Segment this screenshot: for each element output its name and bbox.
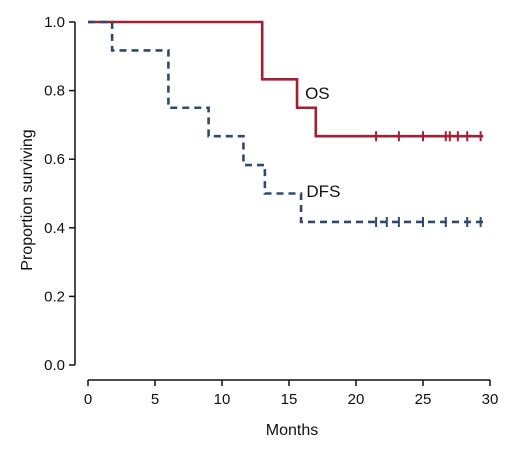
y-tick-label: 0.2 bbox=[44, 288, 65, 305]
series-os bbox=[88, 20, 484, 142]
x-tick-label: 10 bbox=[214, 391, 231, 408]
y-tick-label: 0.8 bbox=[44, 83, 65, 100]
series-layer bbox=[88, 20, 484, 227]
x-tick-label: 15 bbox=[281, 391, 298, 408]
y-tick-label: 0.6 bbox=[44, 151, 65, 168]
x-axis-title: Months bbox=[266, 422, 318, 439]
y-tick-label: 0.0 bbox=[44, 357, 65, 374]
series-label-dfs: DFS bbox=[306, 182, 340, 201]
x-tick-label: 20 bbox=[348, 391, 365, 408]
y-tick-label: 1.0 bbox=[44, 14, 65, 31]
x-tick-label: 25 bbox=[415, 391, 432, 408]
y-tick-label: 0.4 bbox=[44, 220, 65, 237]
series-label-os: OS bbox=[305, 84, 330, 103]
labels-layer: OS DFS bbox=[305, 84, 340, 201]
x-tick-label: 30 bbox=[482, 391, 499, 408]
x-tick-label: 0 bbox=[84, 391, 92, 408]
series-line-os bbox=[88, 20, 484, 138]
y-axis-title: Proportion surviving bbox=[19, 129, 36, 270]
x-tick-label: 5 bbox=[151, 391, 159, 408]
series-dfs bbox=[88, 20, 484, 227]
series-line-dfs bbox=[88, 20, 484, 224]
axes: 0.0 0.2 0.4 0.6 0.8 1.0 0 5 10 15 20 25 30 bbox=[44, 14, 498, 408]
